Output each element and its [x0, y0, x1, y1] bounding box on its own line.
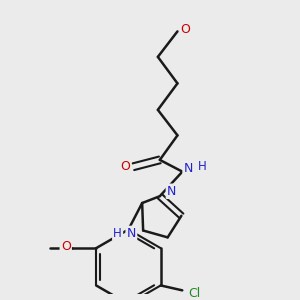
Text: O: O — [121, 160, 130, 173]
Text: Cl: Cl — [188, 287, 200, 300]
Text: H: H — [113, 227, 122, 240]
Text: H: H — [198, 160, 206, 173]
Text: O: O — [61, 240, 71, 253]
Text: N: N — [184, 162, 193, 175]
Text: N: N — [127, 227, 136, 240]
Text: N: N — [167, 185, 176, 198]
Text: O: O — [180, 23, 190, 36]
